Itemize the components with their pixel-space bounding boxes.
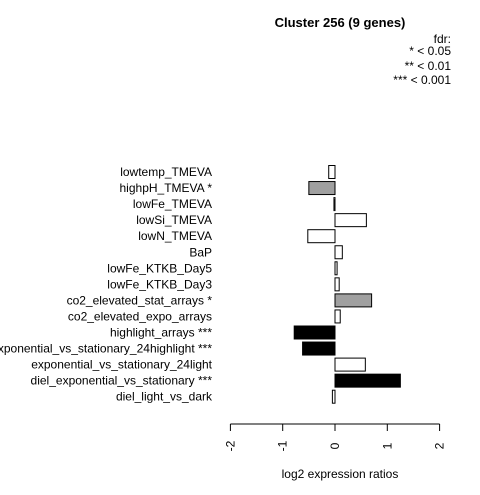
- bar: [333, 197, 336, 212]
- category-label: BaP: [189, 245, 212, 259]
- legend: fdr: * < 0.05 ** < 0.01 *** < 0.001: [393, 32, 451, 87]
- category-label: lowFe_KTKB_Day3: [107, 277, 212, 291]
- category-label: diel_light_vs_dark: [116, 390, 213, 404]
- category-label: lowtemp_TMEVA: [120, 165, 212, 179]
- bar: [307, 229, 336, 244]
- category-label: exponential_vs_stationary_24highlight **…: [0, 342, 212, 356]
- legend-entry-1: * < 0.05: [409, 44, 451, 58]
- bar: [334, 213, 367, 228]
- bar: [334, 357, 366, 372]
- category-label: lowFe_KTKB_Day5: [107, 261, 212, 275]
- bar: [334, 373, 401, 388]
- x-tick-label: -2: [223, 440, 237, 451]
- chart-title: Cluster 256 (9 genes): [275, 15, 406, 30]
- x-axis: -2 -1 0 1 2: [223, 423, 447, 451]
- x-tick-label: -1: [276, 440, 290, 451]
- category-label: lowFe_TMEVA: [133, 197, 212, 211]
- bar: [308, 181, 336, 196]
- x-tick-label: 0: [328, 442, 342, 449]
- category-label: co2_elevated_stat_arrays *: [67, 293, 213, 307]
- category-label: lowSi_TMEVA: [136, 213, 212, 227]
- bar: [334, 293, 373, 308]
- bar: [302, 341, 336, 356]
- category-label: lowN_TMEVA: [138, 229, 212, 243]
- bar: [334, 309, 341, 324]
- category-label: exponential_vs_stationary_24light: [31, 358, 212, 372]
- category-label: co2_elevated_expo_arrays: [68, 309, 212, 323]
- bar: [334, 245, 343, 260]
- bar: [293, 325, 336, 340]
- bar: [328, 165, 336, 179]
- x-tick-label: 1: [380, 442, 394, 449]
- bar: [334, 277, 340, 292]
- category-labels: lowtemp_TMEVA highpH_TMEVA * lowFe_TMEVAlo…: [0, 165, 213, 404]
- bars: [293, 165, 401, 404]
- category-label: diel_exponential_vs_stationary ***: [31, 374, 213, 388]
- legend-entry-2: ** < 0.01: [405, 59, 452, 73]
- x-tick-label: 2: [433, 442, 447, 449]
- legend-entry-3: *** < 0.001: [393, 73, 451, 87]
- x-axis-label: log2 expression ratios: [282, 467, 399, 481]
- category-label: highpH_TMEVA *: [120, 181, 213, 195]
- category-label: highlight_arrays ***: [110, 326, 212, 340]
- legend-title: fdr:: [434, 32, 451, 46]
- bar: [334, 261, 338, 276]
- bar: [331, 389, 336, 404]
